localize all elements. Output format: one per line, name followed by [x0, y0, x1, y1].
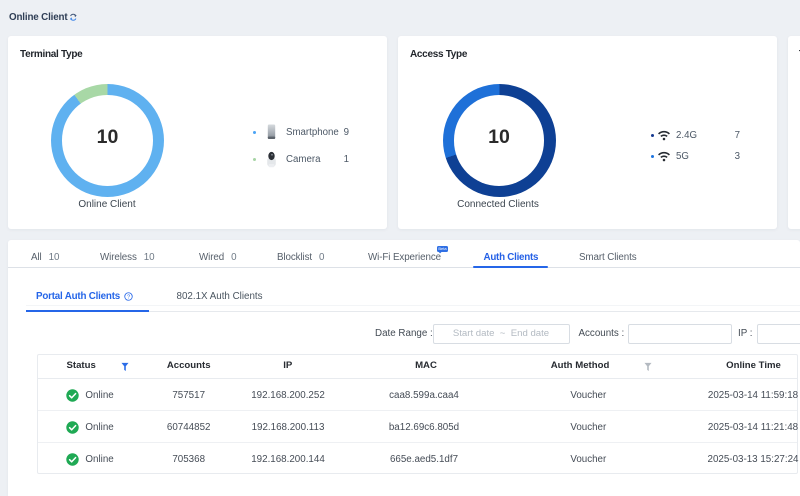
svg-text:?: ? — [127, 294, 130, 300]
